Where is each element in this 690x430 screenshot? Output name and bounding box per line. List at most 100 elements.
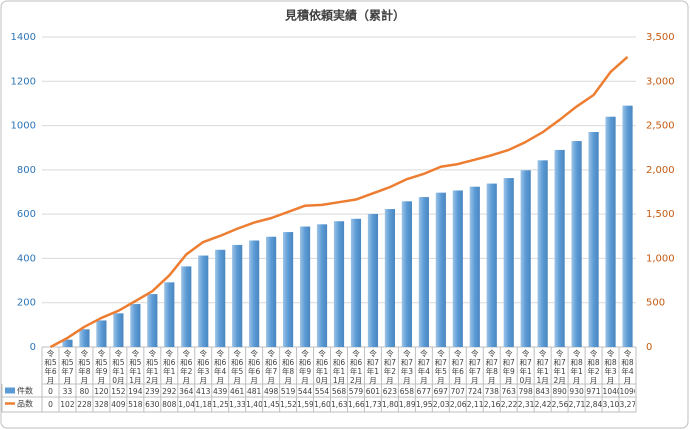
table-value: 1,955 [415, 400, 432, 409]
x-tick-label: 令和5年8月 [78, 349, 91, 384]
table-value: 808 [162, 400, 177, 409]
bar [316, 224, 328, 347]
table-value: 519 [280, 387, 296, 396]
table-value: 798 [518, 387, 533, 396]
x-tick-label: 令和5年12月 [146, 349, 159, 384]
table-value: 554 [314, 387, 330, 396]
x-tick-label: 令和7年5月 [434, 349, 447, 384]
table-value: 1,335 [229, 400, 246, 409]
bar [130, 304, 141, 347]
x-tick-label: 令和7年10月 [519, 349, 532, 384]
y2-tick-label: 0 [646, 342, 652, 353]
x-tick-label: 令和6年7月 [264, 349, 278, 384]
x-tick-label: 令和5年11月 [129, 349, 142, 384]
table-value: 481 [246, 387, 262, 396]
bar [79, 329, 90, 347]
table-value: 2,715 [568, 400, 585, 409]
bar [418, 197, 429, 347]
line [49, 55, 629, 349]
table-value: 1,185 [195, 400, 212, 409]
bar [282, 232, 294, 347]
table-value: 1,255 [212, 400, 229, 409]
y-tick-label: 600 [17, 209, 36, 220]
bar [554, 149, 565, 347]
y2-tick-label: 2,500 [646, 121, 675, 132]
table-value: 33 [62, 387, 73, 396]
table-value: 1,455 [263, 400, 280, 409]
bar [367, 213, 379, 347]
table-value: 120 [94, 387, 109, 396]
y2-tick-label: 500 [646, 298, 665, 309]
legend-swatch [5, 387, 15, 394]
table-value: 194 [128, 387, 143, 396]
bar [622, 105, 633, 348]
x-tick-label: 令和7年6月 [451, 349, 464, 384]
table-value: 228 [77, 400, 92, 409]
bar [350, 218, 362, 347]
table-value: 763 [501, 387, 516, 396]
table-value: 1,735 [364, 400, 381, 409]
x-tick-label: 令和6年9月 [298, 349, 312, 384]
x-tick-label: 令和5年10月 [112, 349, 125, 384]
y-tick-label: 800 [17, 165, 36, 176]
table-value: 1,045 [178, 400, 195, 409]
bar [537, 160, 548, 347]
x-tick-label: 令和8年3月 [604, 349, 617, 384]
bar [62, 339, 73, 347]
x-tick-label: 令和7年3月 [400, 349, 414, 384]
table-value: 2,165 [483, 400, 500, 409]
x-tick-label: 令和6年8月 [281, 349, 295, 384]
table-value: 568 [331, 387, 347, 396]
bar [299, 226, 311, 347]
table-value: 1,595 [297, 400, 314, 409]
legend-label: 品数 [17, 399, 33, 409]
x-tick-label: 令和6年10月 [315, 349, 329, 384]
y-tick-label: 400 [17, 253, 36, 264]
table-value: 2,845 [585, 400, 602, 409]
table-value: 677 [416, 387, 431, 396]
y-tick-label: 1200 [11, 76, 36, 87]
table-value: 3,105 [602, 400, 619, 409]
table-value: 2,565 [551, 400, 568, 409]
chart-title: 見積依頼実績（累計） [284, 8, 405, 23]
table-value: 413 [196, 387, 211, 396]
y-tick-label: 0 [30, 342, 36, 353]
table-value: 971 [586, 387, 601, 396]
y2-tick-label: 3,000 [646, 76, 675, 87]
bar [520, 170, 531, 347]
y2-tick-label: 3,500 [646, 32, 675, 43]
table-value: 630 [145, 400, 160, 409]
x-tick-label: 令和8年4月 [621, 349, 634, 384]
x-tick-label: 令和5年7月 [61, 349, 74, 384]
table-value: 3,275 [619, 400, 636, 409]
bar [164, 282, 175, 347]
table-value: 2,035 [432, 400, 449, 409]
x-tick-label: 令和6年5月 [231, 349, 244, 384]
x-tick-label: 令和5年6月 [44, 349, 57, 384]
y2-tick-label: 2,000 [646, 165, 675, 176]
table-value: 601 [365, 387, 381, 396]
x-tick-label: 令和5年9月 [95, 349, 108, 384]
table-value: 152 [111, 387, 126, 396]
x-tick-label: 令和7年1月 [366, 349, 380, 384]
x-tick-label: 令和8年1月 [570, 349, 583, 384]
y2-tick-label: 1,500 [646, 209, 675, 220]
table-value: 738 [484, 387, 499, 396]
x-tick-label: 令和6年3月 [197, 349, 210, 384]
bar [469, 186, 480, 347]
bar [113, 313, 124, 347]
x-tick-label: 令和8年2月 [587, 349, 600, 384]
x-tick-label: 令和7年11月 [536, 349, 549, 384]
bar [401, 201, 412, 347]
bar [605, 116, 616, 347]
x-tick-label: 令和6年4月 [214, 349, 227, 384]
bar [96, 320, 107, 347]
x-tick-label: 令和6年1月 [163, 349, 176, 384]
table-value: 658 [399, 387, 415, 396]
x-tick-label: 令和6年6月 [248, 349, 261, 384]
x-tick-label: 令和6年11月 [332, 349, 346, 384]
table-value: 2,315 [517, 400, 534, 409]
table-value: 1,805 [381, 400, 398, 409]
